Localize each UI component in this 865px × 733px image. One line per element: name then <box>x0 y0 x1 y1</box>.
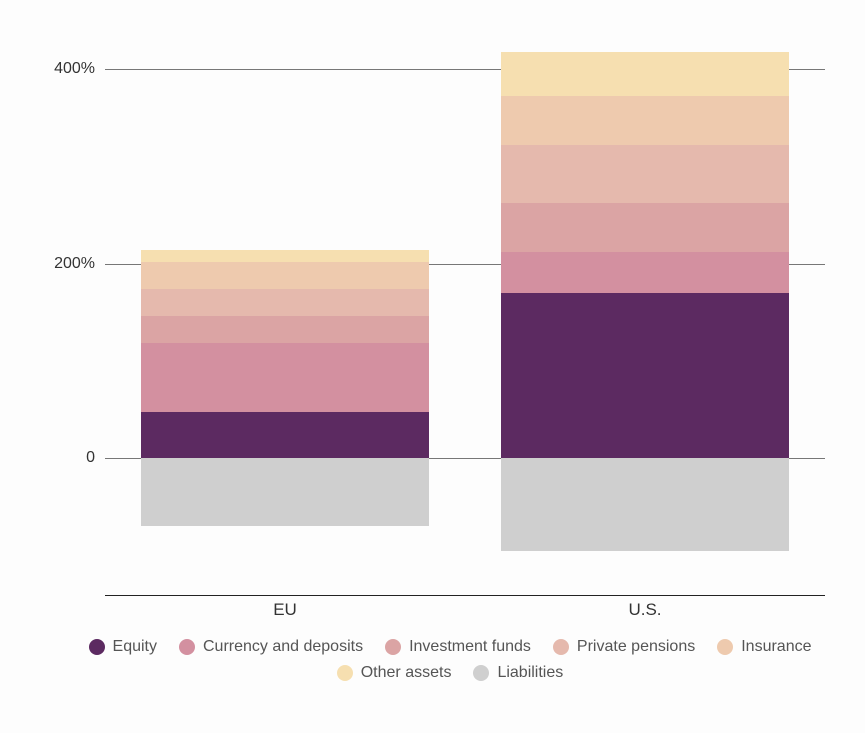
legend-item-liabilities: Liabilities <box>473 664 563 682</box>
bar-segment-liabilities <box>141 458 429 526</box>
legend-swatch <box>553 639 569 655</box>
legend-swatch <box>385 639 401 655</box>
bar-segment-equity <box>141 412 429 459</box>
legend-swatch <box>337 665 353 681</box>
legend-swatch <box>89 639 105 655</box>
legend-label: Insurance <box>741 638 811 656</box>
bar-segment-currency <box>141 343 429 411</box>
legend-label: Private pensions <box>577 638 695 656</box>
bar-segment-insurance <box>141 262 429 289</box>
y-tick-label: 400% <box>54 60 95 78</box>
bar-segment-other <box>141 250 429 262</box>
bar-segment-pensions <box>141 289 429 316</box>
bar-segment-pensions <box>501 145 789 203</box>
bar-column <box>501 30 789 575</box>
chart-container: Equity Currency and deposits Investment fu… <box>20 20 845 713</box>
legend-label: Equity <box>113 638 157 656</box>
legend-swatch <box>717 639 733 655</box>
legend-label: Investment funds <box>409 638 531 656</box>
legend-swatch <box>179 639 195 655</box>
legend-item-equity: Equity <box>89 638 157 656</box>
bar-segment-investment <box>141 316 429 343</box>
legend-item-other: Other assets <box>337 664 452 682</box>
legend-label: Other assets <box>361 664 452 682</box>
bar-segment-insurance <box>501 96 789 145</box>
y-tick-label: 0 <box>86 449 95 467</box>
bar-segment-liabilities <box>501 458 789 550</box>
legend-label: Currency and deposits <box>203 638 363 656</box>
bar-segment-equity <box>501 293 789 458</box>
y-tick-label: 200% <box>54 255 95 273</box>
legend-item-currency: Currency and deposits <box>179 638 363 656</box>
bar-segment-currency <box>501 252 789 293</box>
x-tick-label: EU <box>273 600 297 620</box>
legend-item-investment: Investment funds <box>385 638 531 656</box>
x-axis-line <box>105 595 825 596</box>
bar-column <box>141 30 429 575</box>
legend-label: Liabilities <box>497 664 563 682</box>
legend-item-insurance: Insurance <box>717 638 811 656</box>
bar-segment-investment <box>501 203 789 252</box>
x-tick-label: U.S. <box>628 600 661 620</box>
bar-segment-other <box>501 52 789 96</box>
plot-area <box>105 30 825 575</box>
legend: Equity Currency and deposits Investment fu… <box>55 638 845 682</box>
legend-swatch <box>473 665 489 681</box>
legend-item-pensions: Private pensions <box>553 638 695 656</box>
